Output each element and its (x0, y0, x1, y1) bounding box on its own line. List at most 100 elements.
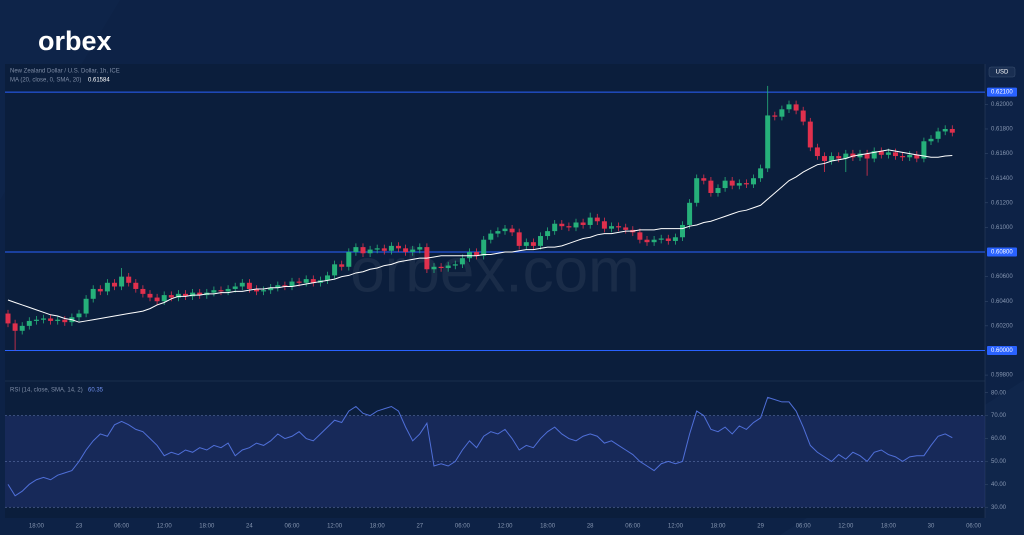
candle-body (303, 279, 309, 283)
candle-body (62, 319, 68, 323)
candle-body (914, 154, 920, 159)
candle-body (76, 313, 82, 318)
candle-body (736, 183, 742, 186)
candle-body (261, 290, 267, 292)
candle-body (516, 232, 522, 246)
candle-body (33, 319, 39, 321)
y-tick-label: 0.60400 (991, 299, 1013, 305)
candle-body (161, 295, 167, 302)
candle-body (694, 178, 700, 203)
logo: orbex (38, 26, 112, 56)
candle-body (566, 226, 572, 228)
candle-body (907, 154, 913, 158)
x-tick-label: 29 (757, 524, 764, 530)
candle-body (218, 290, 224, 292)
rsi-line (7, 396, 953, 497)
candle-body (97, 288, 103, 292)
candle-body (119, 276, 125, 287)
candle-body (545, 231, 551, 237)
candle-body (885, 152, 891, 155)
candle-body (438, 266, 444, 269)
x-tick-label: 12:00 (157, 524, 173, 530)
candle-body (850, 153, 856, 158)
candle-body (353, 247, 359, 253)
candle-body (232, 286, 238, 289)
candle-body (836, 156, 842, 159)
candle-body (722, 180, 728, 189)
level-label: 0.60800 (991, 250, 1013, 256)
candle-body (843, 153, 849, 159)
candle-body (367, 249, 373, 254)
candle-body (175, 293, 181, 298)
candle-body (112, 282, 117, 287)
y-tick-label: 0.60200 (991, 323, 1013, 329)
ma-value: 0.61584 (88, 78, 110, 84)
candle-body (481, 239, 487, 256)
x-tick-label: 12:00 (668, 524, 684, 530)
candle-body (275, 285, 281, 288)
candle-body (296, 281, 302, 283)
level-label-box (987, 87, 1017, 97)
level-label: 0.60000 (991, 348, 1013, 354)
currency: USD (996, 70, 1009, 76)
candle-body (310, 279, 316, 283)
candle-body (559, 223, 565, 227)
candle-body (609, 226, 614, 229)
candle-body (949, 128, 955, 133)
candle-body (126, 276, 132, 283)
x-tick-label: 06:00 (114, 524, 130, 530)
candle-body (580, 222, 586, 225)
x-tick-label: 23 (76, 524, 83, 530)
candle-body (658, 238, 664, 240)
candle-body (225, 288, 231, 292)
candle-body (530, 242, 536, 246)
candle-body (90, 288, 96, 299)
candle-body (431, 266, 437, 270)
candle-body (687, 202, 693, 225)
candle-body (474, 252, 480, 256)
candle-body (637, 232, 643, 240)
x-tick-label: 18:00 (370, 524, 386, 530)
candle-body (729, 180, 735, 186)
candle-body (197, 292, 203, 296)
candle-body (83, 298, 89, 314)
y-tick-label: 0.61600 (991, 151, 1013, 157)
candle-body (552, 223, 558, 232)
x-tick-label: 06:00 (284, 524, 300, 530)
candle-body (26, 320, 32, 326)
y-tick-label: 0.61400 (991, 176, 1013, 182)
candle-body (509, 228, 515, 233)
y-tick-label: 60.00 (991, 436, 1007, 442)
x-tick-label: 06:00 (966, 524, 982, 530)
candle-body (495, 231, 501, 234)
candle-body (935, 131, 941, 139)
y-tick-label: 0.59800 (991, 373, 1013, 379)
candle-body (268, 287, 274, 291)
candle-body (12, 323, 18, 331)
candle-body (594, 217, 600, 222)
candle-body (800, 110, 806, 122)
candle-body (183, 293, 188, 297)
candle-body (48, 318, 54, 321)
y-tick-label: 0.60600 (991, 274, 1013, 280)
plot-area (5, 64, 985, 518)
level-label-box (987, 345, 1017, 355)
ma-legend: MA (20, close, 0, SMA, 20) (10, 78, 81, 84)
y-tick-label: 0.62000 (991, 102, 1013, 108)
candle-body (325, 275, 330, 281)
candle-body (339, 264, 345, 267)
candle-body (601, 221, 607, 229)
x-tick-label: 06:00 (796, 524, 812, 530)
candle-body (814, 147, 820, 157)
x-tick-label: 06:00 (455, 524, 471, 530)
x-tick-label: 18:00 (540, 524, 556, 530)
candle-body (360, 247, 366, 254)
candle-body (452, 264, 458, 266)
candle-body (538, 236, 543, 246)
candle-body (459, 258, 465, 265)
chart-content: orbex.com0.598000.602000.604000.606000.6… (5, 85, 1017, 530)
x-tick-label: 12:00 (838, 524, 854, 530)
y-tick-label: 0.61000 (991, 225, 1013, 231)
candle-body (523, 242, 529, 246)
